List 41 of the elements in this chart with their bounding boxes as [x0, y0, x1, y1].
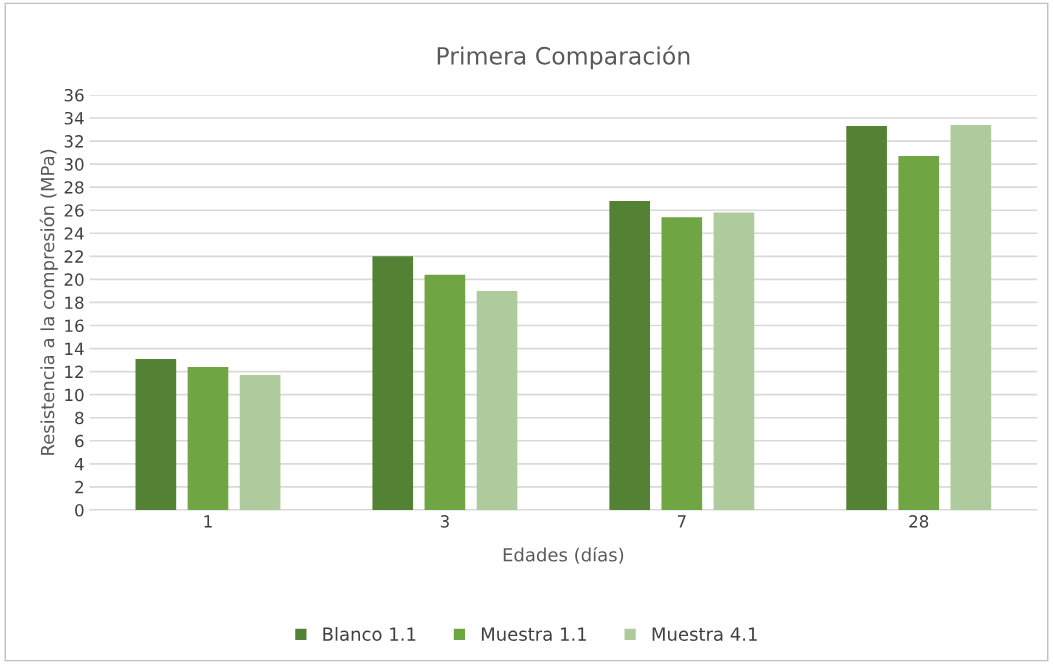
bar [372, 256, 414, 510]
bar [846, 126, 887, 510]
bar [187, 367, 229, 510]
y-tick-label: 14 [65, 342, 84, 355]
y-axis-title: Resistencia a la compresión (MPa) [39, 149, 58, 455]
bar [239, 375, 281, 510]
y-tick-label: 32 [64, 135, 83, 148]
y-tick-label: 22 [64, 250, 83, 263]
y-tick-label: 18 [65, 296, 84, 310]
bar [135, 358, 177, 510]
y-tick-label: 24 [64, 227, 84, 240]
y-tick-label: 4 [74, 458, 84, 471]
bar [424, 274, 466, 510]
x-tick-label: 28 [909, 515, 929, 528]
y-tick-label: 8 [75, 411, 84, 425]
y-tick-label: 20 [64, 273, 84, 286]
y-tick-label: 10 [65, 388, 84, 402]
x-tick-label: 1 [204, 515, 212, 528]
bar [661, 217, 703, 510]
y-tick-label: 36 [64, 88, 84, 102]
chart-title: Primera Comparación [437, 45, 690, 70]
y-tick-label: 16 [65, 319, 84, 333]
y-tick-label: 28 [64, 181, 84, 194]
bar [476, 290, 518, 510]
legend-label: Muestra 4.1 [652, 627, 757, 641]
bar [950, 124, 992, 510]
y-tick-label: 6 [75, 434, 84, 448]
y-tick-label: 12 [65, 365, 83, 378]
x-tick-label: 7 [677, 515, 686, 528]
bar [713, 212, 755, 510]
x-axis-title: Edades (días) [503, 546, 624, 564]
y-tick-label: 34 [64, 111, 84, 125]
y-tick-label: 26 [64, 204, 84, 217]
legend-label: Muestra 1.1 [481, 627, 587, 641]
y-tick-label: 30 [64, 158, 84, 171]
bar [898, 156, 940, 510]
x-tick-label: 3 [440, 515, 449, 528]
y-tick-label: 0 [75, 503, 84, 517]
legend-label: Blanco 1.1 [323, 626, 416, 641]
bar [609, 201, 651, 510]
y-tick-label: 2 [75, 480, 83, 494]
